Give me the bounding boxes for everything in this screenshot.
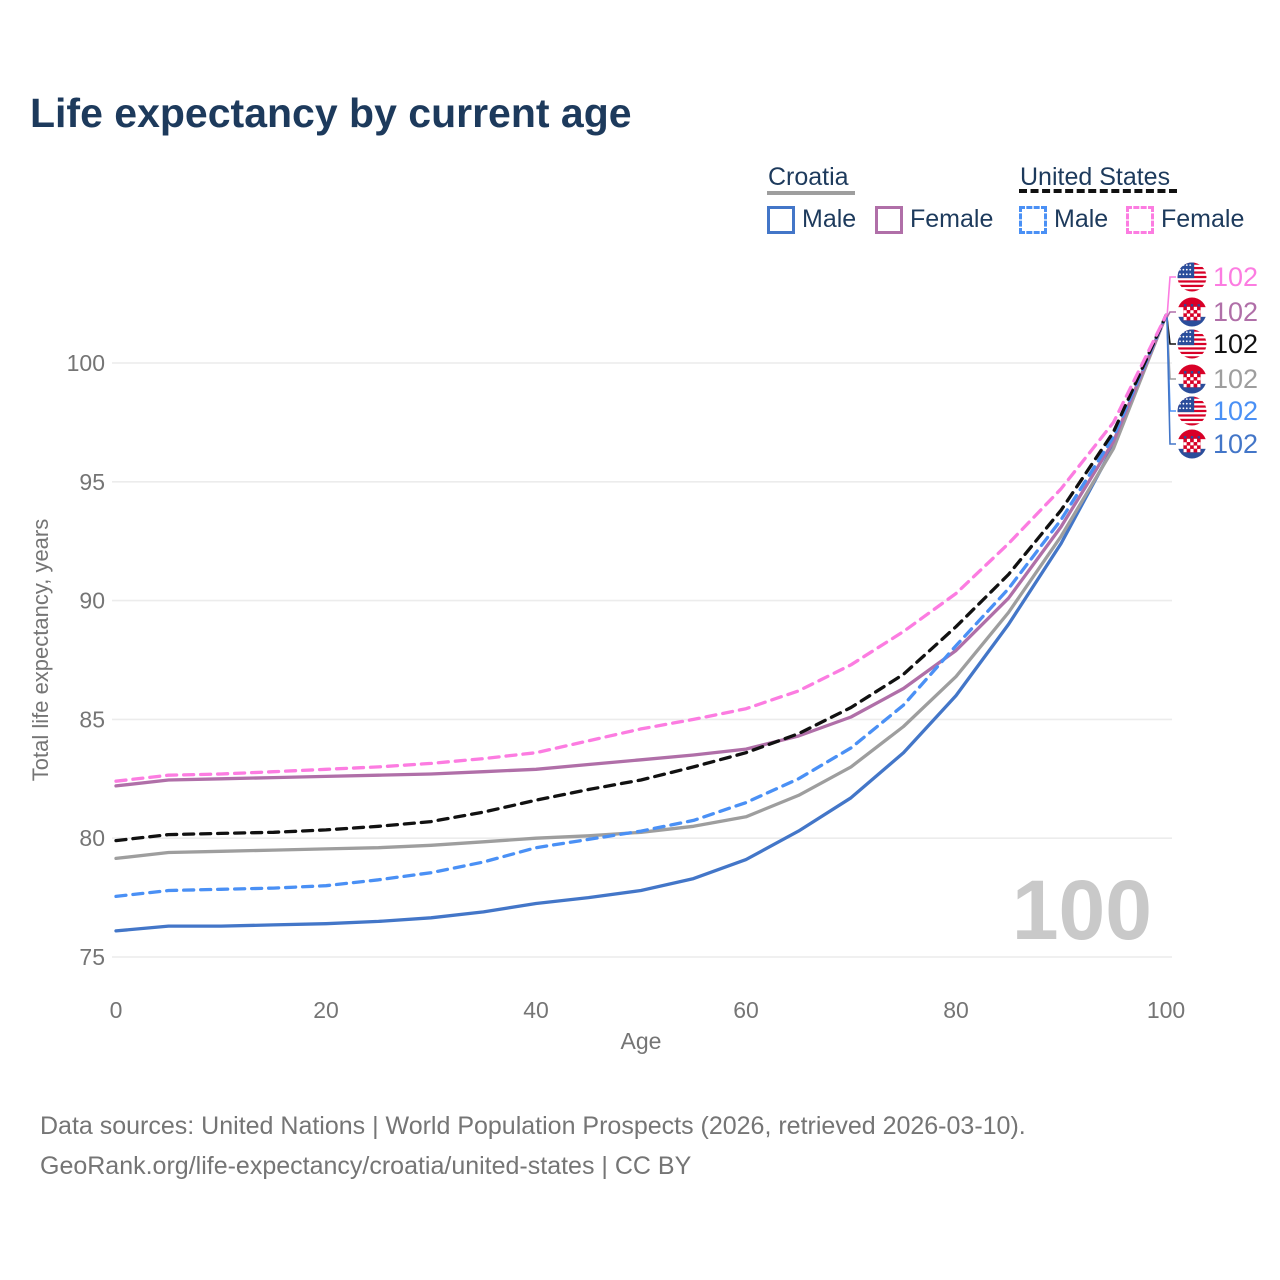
y-axis-title: Total life expectancy, years	[28, 519, 53, 782]
x-axis-title: Age	[621, 1028, 662, 1054]
us-flag-icon	[1177, 396, 1207, 426]
end-value-label-croatia-female: 102	[1213, 297, 1258, 327]
y-tick-label-95: 95	[79, 469, 105, 495]
series-line-croatia-male	[114, 313, 1168, 933]
us-flag-icon	[1177, 262, 1207, 292]
end-label-connector-united-states-female	[1166, 276, 1176, 318]
croatia-male-swatch-icon	[767, 205, 795, 234]
page-title: Life expectancy by current age	[30, 90, 632, 136]
y-tick-label-90: 90	[79, 588, 105, 614]
end-value-label-croatia-both-sexes: 102	[1213, 364, 1258, 394]
us-flag-icon	[1177, 329, 1207, 359]
series-line-united-states-male	[114, 313, 1168, 899]
croatia-female-swatch-icon	[875, 205, 903, 234]
legend-us-dashed-line-sample	[1019, 189, 1177, 197]
croatia-flag-icon	[1177, 297, 1207, 327]
end-label-connector-croatia-both-sexes	[1166, 317, 1176, 380]
legend-item-croatia-male[interactable]: Male	[767, 205, 856, 234]
end-value-label-united-states-female: 102	[1213, 262, 1258, 292]
series-line-united-states-female	[114, 313, 1168, 783]
x-tick-label-60: 60	[733, 997, 759, 1023]
end-label-connector-croatia-male	[1166, 317, 1176, 445]
legend-item-us-male[interactable]: Male	[1019, 205, 1108, 234]
legend-group-croatia-header: Croatia	[768, 163, 849, 191]
end-value-label-united-states-both-sexes: 102	[1213, 329, 1258, 359]
legend-item-croatia-female[interactable]: Female	[875, 205, 993, 234]
legend-item-label: Male	[1054, 205, 1109, 233]
x-tick-label-20: 20	[313, 997, 339, 1023]
age-counter-watermark: 100	[1011, 863, 1152, 957]
series-line-croatia-both-sexes	[114, 313, 1168, 861]
legend-item-label: Female	[910, 205, 994, 233]
x-tick-label-0: 0	[110, 997, 123, 1023]
y-tick-label-100: 100	[67, 350, 105, 376]
legend-item-label: Female	[1161, 205, 1245, 233]
end-label-connector-united-states-both-sexes	[1166, 317, 1176, 345]
footer: Data sources: United Nations | World Pop…	[40, 1106, 1026, 1186]
us-male-swatch-icon	[1019, 205, 1047, 234]
x-tick-label-40: 40	[523, 997, 549, 1023]
croatia-flag-icon	[1177, 429, 1207, 459]
us-female-swatch-icon	[1126, 205, 1154, 234]
x-tick-label-80: 80	[943, 997, 969, 1023]
series-line-united-states-both-sexes	[114, 313, 1168, 843]
y-tick-label-80: 80	[79, 825, 105, 851]
end-value-label-croatia-male: 102	[1213, 429, 1258, 459]
end-label-connector-united-states-male	[1166, 317, 1176, 412]
attribution-link-text[interactable]: GeoRank.org/life-expectancy/croatia/unit…	[40, 1152, 692, 1180]
y-tick-label-85: 85	[79, 706, 105, 732]
legend-croatia-solid-line-sample	[767, 191, 855, 195]
legend-item-us-female[interactable]: Female	[1126, 205, 1244, 234]
series-line-croatia-female	[114, 313, 1168, 788]
end-label-connector-croatia-female	[1166, 311, 1176, 318]
legend-group-us-header: United States	[1020, 163, 1171, 191]
x-tick-label-100: 100	[1147, 997, 1185, 1023]
data-sources-text: Data sources: United Nations | World Pop…	[40, 1112, 1026, 1140]
end-value-label-united-states-male: 102	[1213, 396, 1258, 426]
y-tick-label-75: 75	[79, 944, 105, 970]
croatia-flag-icon	[1177, 364, 1207, 394]
legend-item-label: Male	[802, 205, 857, 233]
